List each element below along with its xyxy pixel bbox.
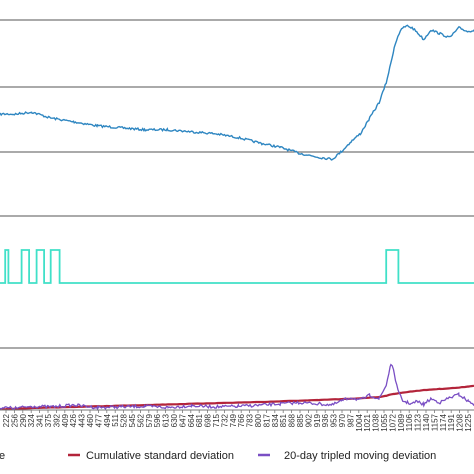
x-tick-label: 613	[162, 413, 171, 427]
x-tick-label: 936	[321, 413, 330, 427]
x-tick-label: 443	[78, 413, 87, 427]
x-tick-label: 1225	[464, 413, 473, 431]
legend-label-cumulative: Cumulative standard deviation	[86, 450, 234, 462]
x-tick-label: 919	[313, 413, 322, 427]
deviation-series-group	[0, 363, 474, 412]
x-tick-label: 783	[246, 413, 255, 427]
x-tick-label: 528	[120, 413, 129, 427]
x-tick-label: 868	[288, 413, 297, 427]
x-tick-label: 1123	[414, 413, 423, 431]
x-tick-label: 715	[212, 413, 221, 427]
x-tick-label: 460	[86, 413, 95, 427]
signal-series-line	[0, 249, 474, 284]
x-tick-label: 1191	[447, 413, 456, 431]
x-tick-label: 562	[136, 413, 145, 427]
price-panel	[0, 19, 474, 217]
x-tick-label: 1157	[430, 413, 439, 431]
x-tick-label: 800	[254, 413, 263, 427]
x-tick-label: 647	[178, 413, 187, 427]
deviation-panel: 222 256 290 324 341 375 392 409 426 443 460 477 494 5…	[0, 347, 474, 432]
x-tick-label: 477	[94, 413, 103, 427]
x-tick-label: 732	[220, 413, 229, 427]
x-tick-label: 545	[128, 413, 137, 427]
legend-label: e	[0, 450, 5, 462]
x-tick-label: 885	[296, 413, 305, 427]
legend-label-moving: 20-day tripled moving deviation	[284, 450, 436, 462]
x-tick-label: 290	[19, 413, 28, 427]
signal-panel	[0, 249, 474, 284]
x-tick-label: 392	[52, 413, 61, 427]
x-tick-label: 698	[204, 413, 213, 427]
x-tick-label: 1089	[397, 413, 406, 431]
x-tick-label: 1038	[372, 413, 381, 431]
x-tick-label: 749	[229, 413, 238, 427]
price-series-group	[0, 24, 474, 161]
price-series-line	[0, 24, 474, 161]
x-tick-label: 817	[262, 413, 271, 427]
x-tick-label: 851	[279, 413, 288, 427]
x-tick-label: 256	[10, 413, 19, 427]
x-tick-label: 341	[36, 413, 45, 427]
x-tick-label: 1021	[363, 413, 372, 431]
x-tick-label: 1208	[456, 413, 465, 431]
x-tick-label: 324	[27, 413, 36, 427]
x-tick-label: 902	[304, 413, 313, 427]
x-tick-label: 1140	[422, 413, 431, 431]
x-tick-label: 630	[170, 413, 179, 427]
x-tick-labels: 222 256 290 324 341 375 392 409 426 443 460 477 494 5…	[2, 410, 473, 432]
x-tick-label: 1055	[380, 413, 389, 431]
x-tick-label: 1174	[439, 413, 448, 431]
x-tick-label: 222	[2, 413, 11, 427]
x-tick-label: 409	[61, 413, 70, 427]
price-panel-frame	[0, 19, 474, 217]
x-tick-label: 426	[69, 413, 78, 427]
x-tick-label: 970	[338, 413, 347, 427]
x-tick-label: 953	[330, 413, 339, 427]
x-tick-label: 494	[103, 413, 112, 427]
x-tick-label: 681	[195, 413, 204, 427]
signal-series-group	[0, 249, 474, 284]
x-tick-label: 579	[145, 413, 154, 427]
moving-deviation-line	[0, 363, 474, 412]
x-tick-label: 1072	[388, 413, 397, 431]
x-tick-label: 987	[346, 413, 355, 427]
x-tick-label: 375	[44, 413, 53, 427]
x-tick-label: 1106	[405, 413, 414, 431]
x-tick-label: 511	[111, 413, 120, 426]
x-tick-label: 596	[153, 413, 162, 427]
x-tick-label: 834	[271, 413, 280, 427]
x-tick-label: 766	[237, 413, 246, 427]
legend: e Cumulative standard deviation 20-day t…	[0, 450, 436, 462]
x-tick-label: 664	[187, 413, 196, 427]
x-tick-label: 1004	[355, 413, 364, 431]
